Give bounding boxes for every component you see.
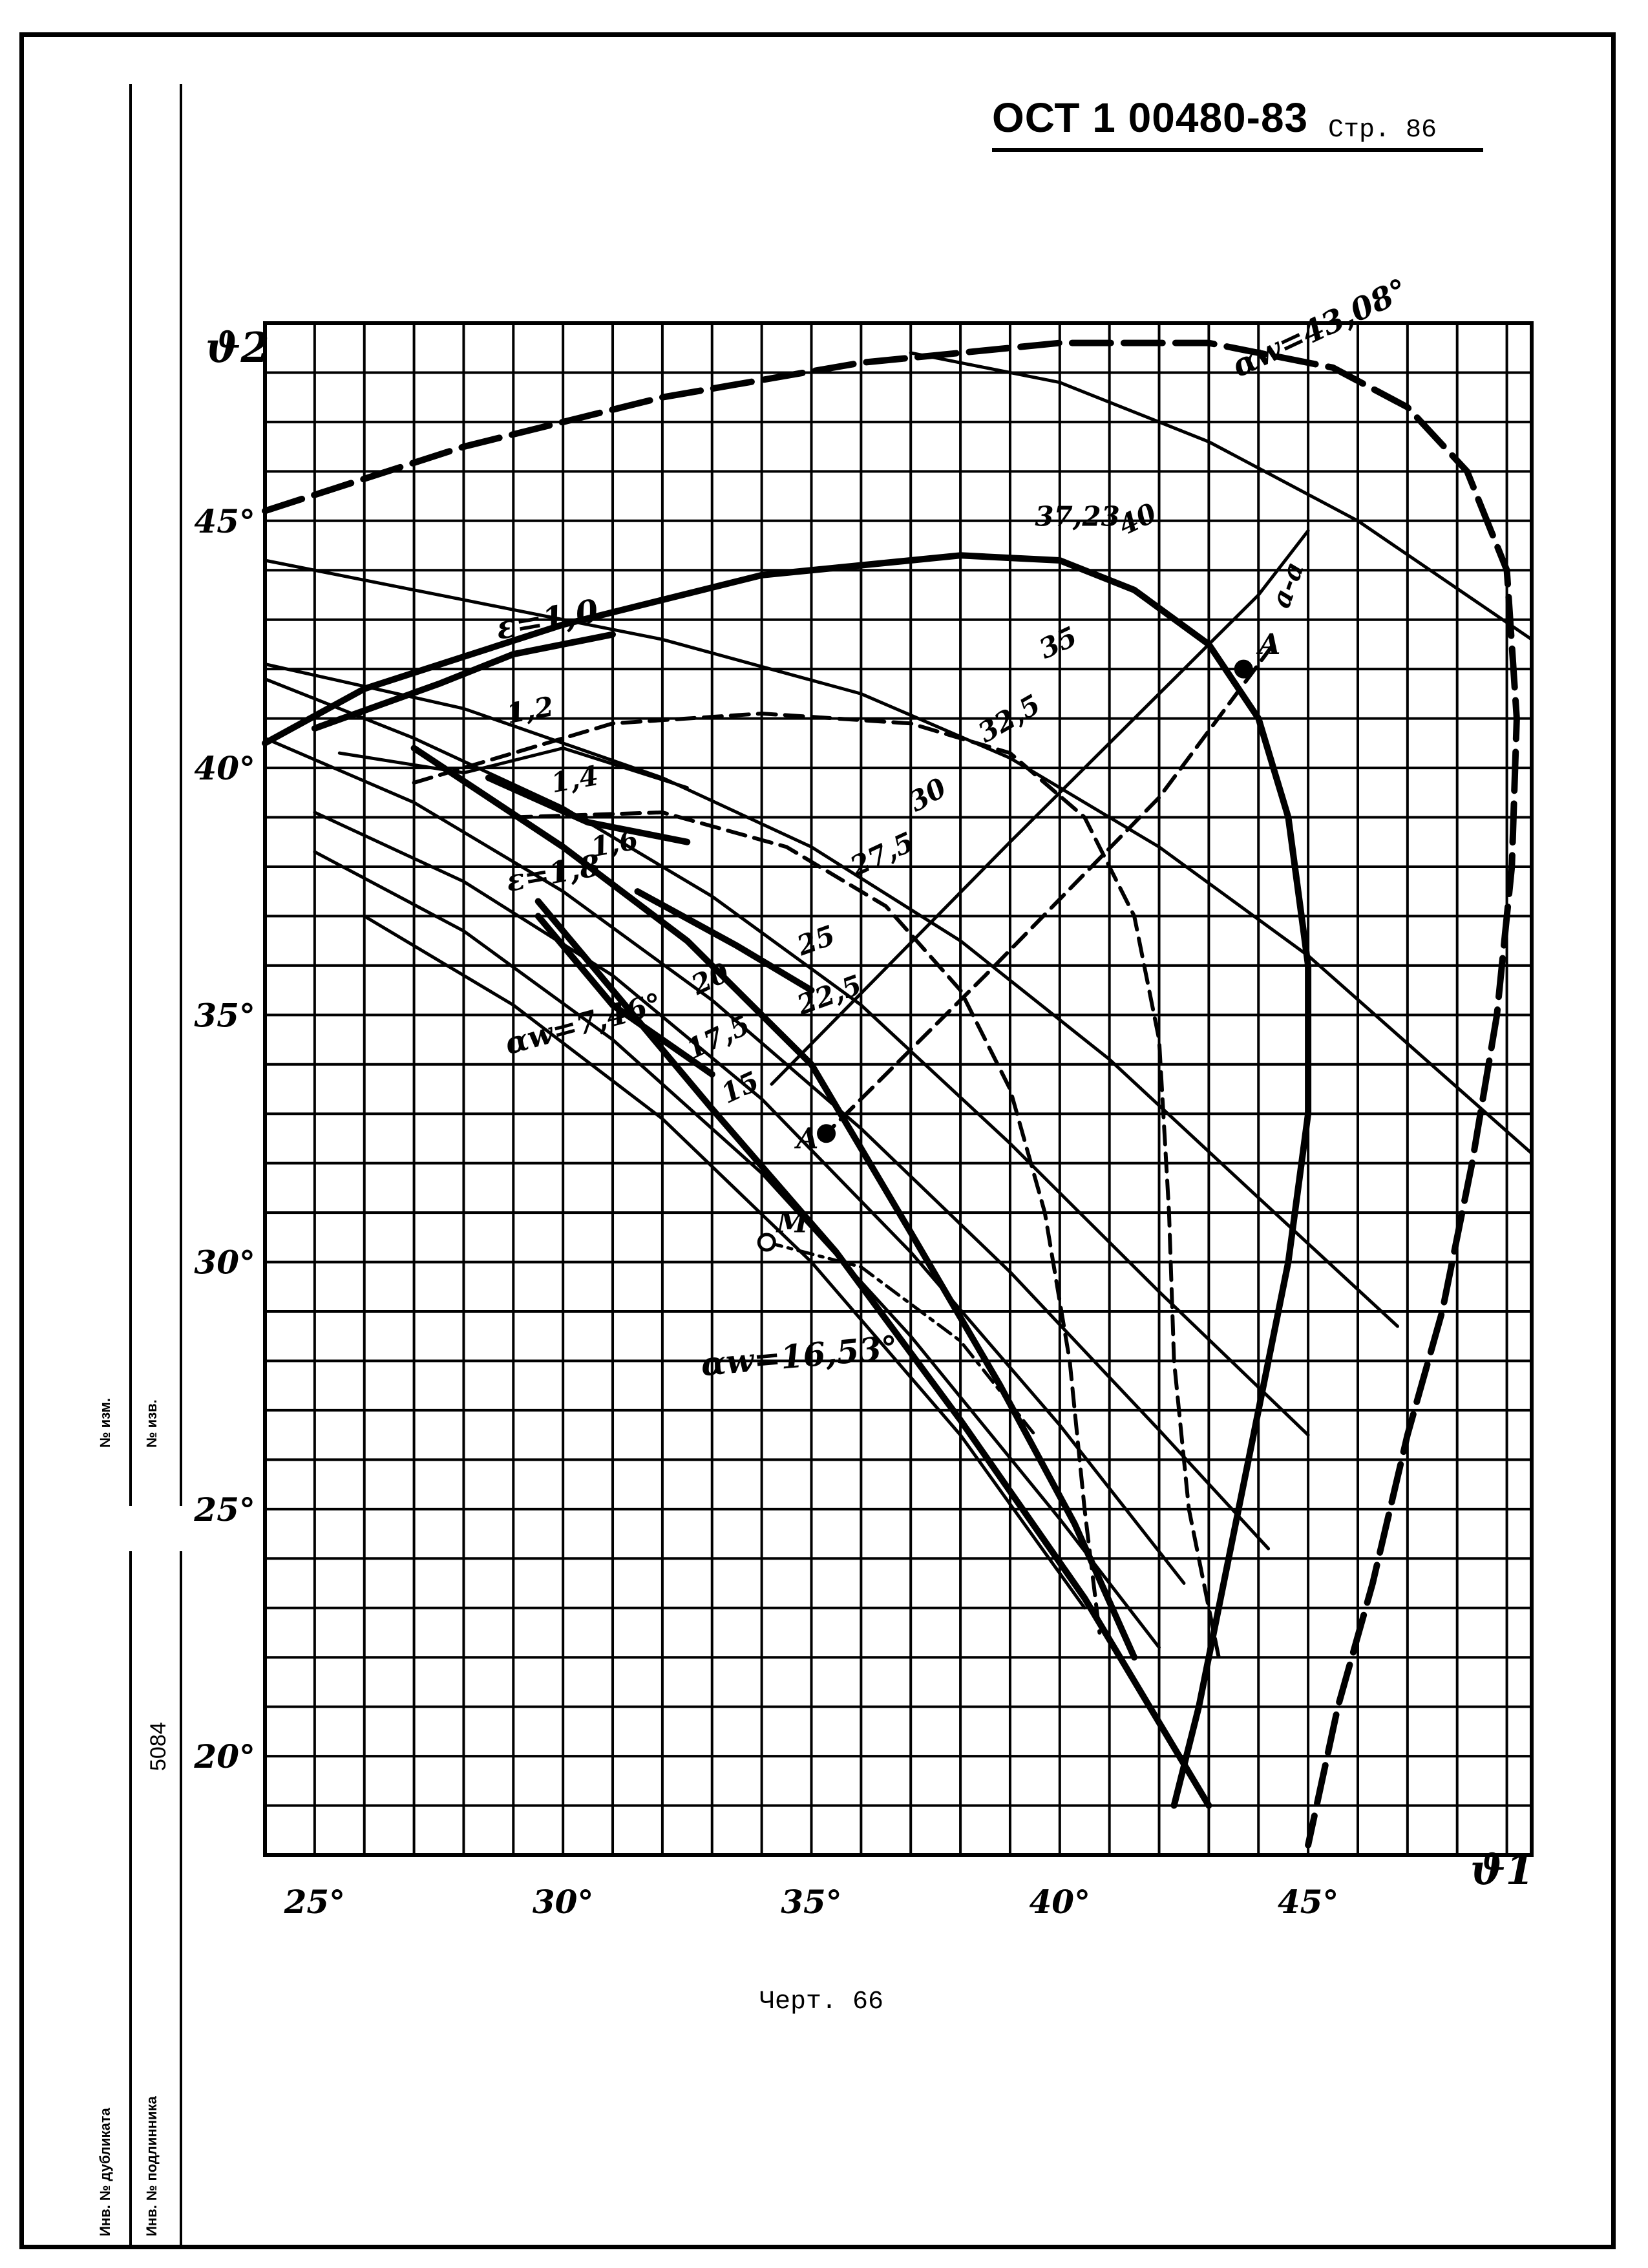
series-line-9 — [313, 811, 1186, 1585]
x-tick-label: 40° — [1030, 1883, 1091, 1921]
series-line-14 — [337, 747, 689, 790]
y-tick-label: 20° — [193, 1737, 255, 1775]
series-line-16 — [634, 888, 815, 994]
curve-label: 1,4 — [549, 759, 600, 799]
series-line-21 — [765, 1240, 1037, 1437]
page-number: Стр. 86 — [1328, 116, 1437, 145]
standard-number: ОСТ 1 00480-83 — [992, 94, 1309, 141]
curve-label: 20 — [686, 957, 734, 1002]
point-marker-2 — [757, 1233, 776, 1252]
x-axis-label: ϑ1 — [1470, 1846, 1534, 1894]
series-line-3 — [263, 558, 1534, 1155]
chart-ticks: 25° 30° 35° 40° 45° 20° 25° 30° 35° 40° 45° — [193, 502, 1338, 1921]
series-line-7 — [263, 677, 1310, 1437]
series-line-20 — [819, 642, 1276, 1141]
curve-label: 17,5 — [682, 1009, 755, 1066]
curve-label: M — [776, 1207, 809, 1240]
curve-label: αw=16,53° — [699, 1328, 899, 1383]
series-line-4 — [412, 712, 1221, 1660]
y-tick-label: 30° — [194, 1244, 255, 1282]
series-line-10 — [313, 850, 1161, 1649]
y-tick-label: 40° — [194, 749, 255, 787]
curve-label: αw=43,08° — [1227, 271, 1413, 384]
x-tick-label: 25° — [284, 1883, 346, 1921]
plot-frame — [263, 321, 1534, 1857]
x-tick-label: 35° — [781, 1883, 842, 1921]
y-tick-label: 45° — [194, 502, 255, 540]
y-axis-label: ϑ2 — [206, 324, 269, 372]
curve-label: 22,5 — [792, 969, 866, 1021]
series-line-18 — [311, 631, 616, 732]
x-tick-label: 45° — [1278, 1883, 1339, 1921]
series-line-5 — [263, 662, 1399, 1328]
x-tick-label: 30° — [533, 1883, 594, 1921]
y-tick-label: 25° — [193, 1490, 255, 1529]
curve-label: a-a — [1265, 558, 1311, 612]
drawing-sheet-frame — [19, 32, 1616, 2249]
series-line-15 — [485, 774, 691, 845]
series-line-11 — [363, 914, 1086, 1610]
curve-label: 35 — [1034, 620, 1082, 665]
curve-label: 37,23 — [1035, 500, 1120, 532]
point-marker-0 — [1234, 659, 1253, 679]
curve-label: 40 — [1114, 497, 1161, 542]
series-line-13 — [534, 898, 1212, 1809]
series-line-6 — [511, 810, 1102, 1635]
series-line-19 — [770, 529, 1310, 1086]
curve-label: αw=7,46° — [501, 986, 665, 1061]
curve-label: A — [1256, 628, 1280, 661]
series-line-1 — [909, 351, 1534, 641]
curve-label: 25 — [792, 919, 840, 962]
document-header: ОСТ 1 00480-83 Стр. 86 — [992, 94, 1483, 155]
chart-grid — [263, 321, 1534, 1857]
series-line-2 — [262, 552, 1312, 1809]
chart-series — [262, 339, 1534, 1849]
series-line-12 — [410, 745, 1138, 1661]
curve-label: 27,5 — [845, 826, 918, 883]
series-line-8 — [263, 736, 1271, 1551]
curve-label: A — [794, 1123, 818, 1156]
header-underline — [992, 148, 1483, 152]
point-marker-1 — [817, 1124, 836, 1143]
curve-label: ε=1,8 — [503, 847, 603, 898]
curve-label: 15 — [716, 1065, 764, 1110]
y-tick-label: 35° — [194, 996, 255, 1034]
series-line-17 — [534, 913, 715, 1078]
figure-caption: Черт. 66 — [759, 1987, 884, 2017]
series-line-0 — [262, 339, 1520, 1849]
curve-label: 1,2 — [504, 690, 556, 730]
